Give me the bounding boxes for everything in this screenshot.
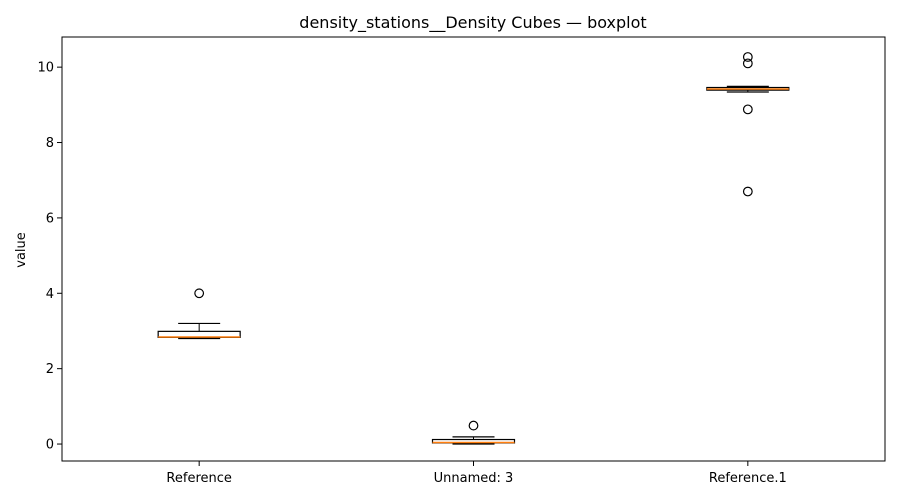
y-tick-label: 0 (46, 438, 54, 453)
outlier-point (742, 104, 753, 115)
outlier-point (468, 420, 479, 431)
y-tick-label: 8 (46, 136, 54, 151)
x-tick-label: Unnamed: 3 (434, 471, 514, 486)
x-tick-label: Reference (166, 471, 231, 486)
y-tick-label: 2 (46, 362, 54, 377)
y-tick-label: 4 (46, 287, 54, 302)
x-tick-label: Reference.1 (709, 471, 787, 486)
plot-frame (61, 36, 886, 462)
outlier-point (742, 58, 753, 69)
chart-title: density_stations__Density Cubes — boxplo… (299, 13, 646, 33)
outlier-point (742, 52, 753, 62)
y-axis-label: value (14, 232, 29, 268)
outlier-point (742, 186, 753, 197)
outlier-point (194, 288, 205, 299)
plot-area: 0 2 4 6 8 10 Reference Unnamed: 3 Reference.1 (37, 36, 886, 486)
y-tick-label: 10 (37, 61, 54, 76)
y-tick-label: 6 (46, 211, 54, 226)
